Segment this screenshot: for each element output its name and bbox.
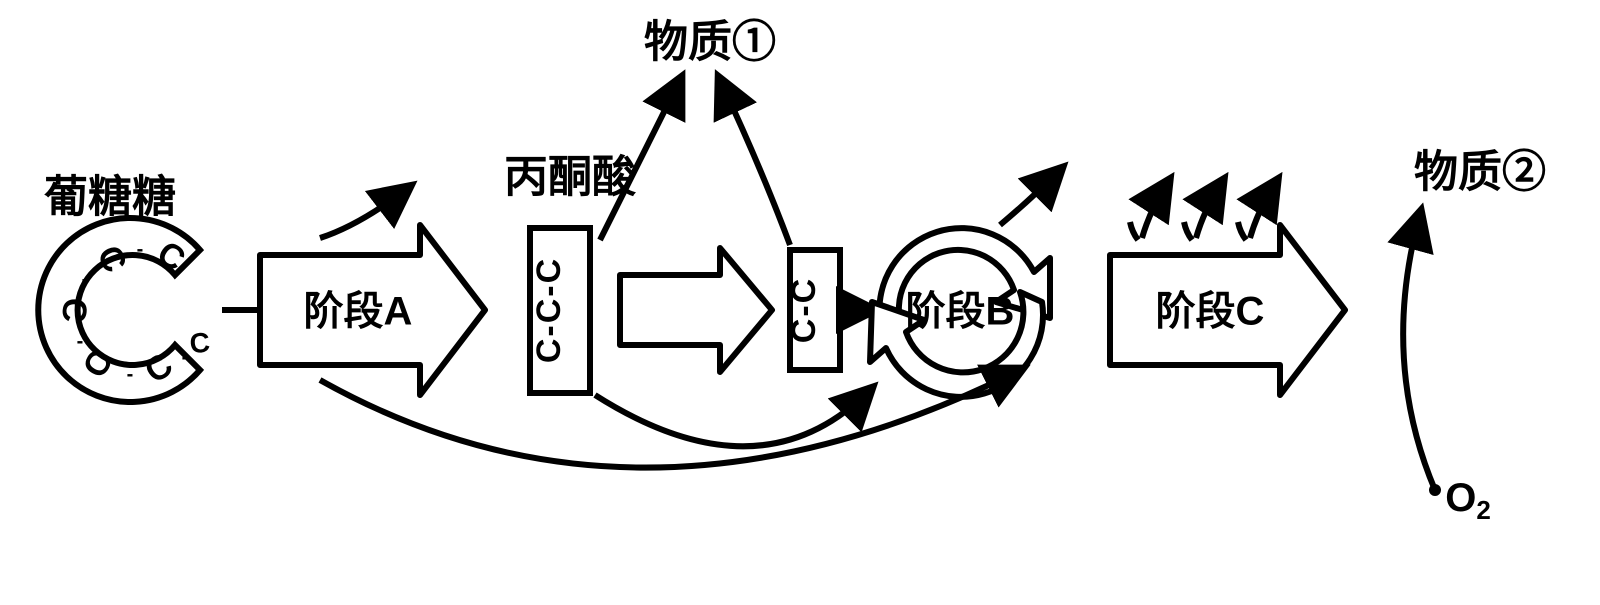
h-arrow-long-2	[595, 390, 870, 446]
stageC-arrow: 阶段C	[1110, 225, 1345, 395]
svg-text:-: -	[82, 268, 89, 290]
substance1-label: 物质①	[644, 18, 776, 67]
pyruvate-box: C-C-C	[530, 228, 590, 393]
cycle: 阶段B	[870, 228, 1050, 397]
glucose-label: 葡糖糖	[44, 173, 176, 222]
svg-text:-: -	[127, 363, 134, 385]
mid-arrow	[620, 248, 772, 372]
c2-box: C-C	[785, 250, 840, 370]
svg-text:-: -	[182, 346, 189, 368]
svg-text:C: C	[54, 296, 94, 324]
svg-text:C-C-C: C-C-C	[530, 257, 568, 363]
cycle-co2-arrow	[1000, 170, 1060, 225]
oxygen-group: O2	[1403, 214, 1491, 525]
stageA-small-output	[320, 188, 408, 238]
stageC-label: 阶段C	[1156, 290, 1265, 334]
atp-arrows	[1130, 182, 1276, 240]
diagram-canvas: 葡糖糖 C - C - C - C - C - C 阶段A 丙酮酸 C-C-C	[0, 0, 1600, 605]
pyruvate-label: 丙酮酸	[504, 153, 637, 202]
oxygen-base: O	[1445, 476, 1476, 520]
stageA-arrow: 阶段A	[260, 225, 485, 395]
svg-text:C-C: C-C	[785, 277, 823, 343]
substance2-label: 物质②	[1414, 148, 1546, 197]
stageB-label: 阶段B	[906, 290, 1015, 334]
svg-text:O2: O2	[1445, 476, 1491, 525]
glucose-shape: C - C - C - C - C - C	[38, 218, 211, 402]
stageA-label: 阶段A	[304, 290, 413, 334]
svg-text:-: -	[137, 238, 144, 260]
svg-text:C: C	[188, 327, 211, 360]
oxygen-sub: 2	[1476, 495, 1490, 525]
co2-arrow-2	[720, 80, 790, 245]
svg-text:-: -	[77, 330, 84, 352]
